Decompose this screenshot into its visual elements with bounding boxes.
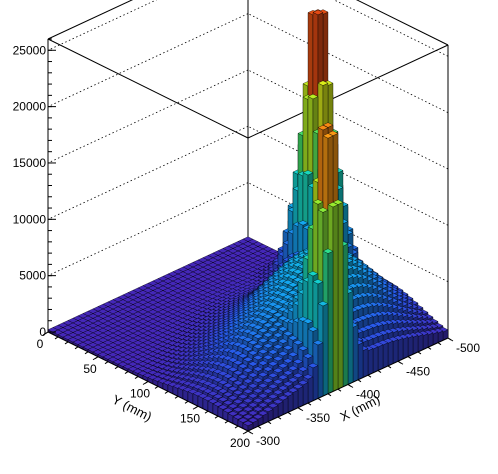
box-edge-top-front-left [47, 38, 249, 139]
grid-line-left-2 [47, 125, 249, 220]
grid-line-back-2 [247, 125, 449, 226]
box-edge-top-front-right [247, 44, 449, 139]
bar-side-x [417, 334, 424, 353]
grid-line-left-4 [47, 13, 249, 107]
bar-side-x [382, 342, 389, 369]
bar-side-x [402, 336, 409, 360]
grid-line-back-4 [247, 13, 449, 113]
grid-line-left-1 [47, 182, 249, 277]
grid-line-back-1 [247, 182, 449, 283]
bar-side-x [392, 339, 399, 364]
bar-side-x [387, 340, 394, 367]
bars-layer [47, 9, 449, 432]
bar-side-x [397, 337, 404, 362]
grid-line-left-3 [47, 69, 249, 164]
bar-side-x [377, 344, 384, 371]
bar-side-x [412, 334, 419, 355]
box-edge-top-right [355, 0, 449, 46]
grid-line-back-3 [247, 69, 449, 170]
bar-side-x [407, 335, 414, 357]
grid-line-back-5 [333, 0, 449, 57]
box-edge-top-left [47, 0, 134, 40]
